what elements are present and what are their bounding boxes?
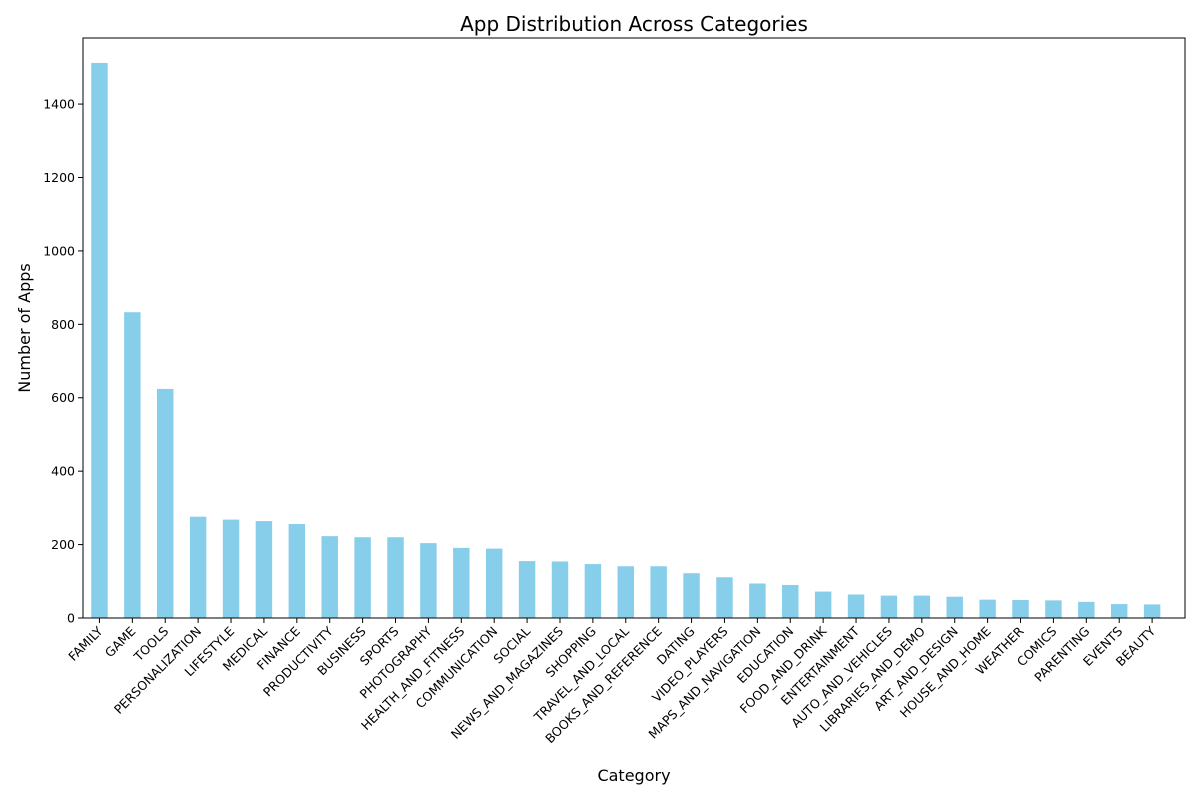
- y-axis: 0 200 400 600 800 1000 1200 1400: [43, 97, 83, 626]
- bar-family: [91, 62, 108, 618]
- bars-group: [91, 62, 1161, 618]
- bar-maps-and-navigation: [749, 583, 766, 618]
- bar-communication: [485, 548, 503, 618]
- y-tick-label: 1000: [43, 243, 75, 258]
- bar-game: [124, 312, 141, 618]
- bar-auto-and-vehicles: [880, 595, 898, 618]
- y-tick-label: 1400: [43, 97, 75, 112]
- bar-health-and-fitness: [453, 547, 470, 618]
- y-axis-label: Number of Apps: [15, 263, 34, 392]
- bar-travel-and-local: [617, 566, 634, 618]
- chart-title: App Distribution Across Categories: [460, 12, 808, 36]
- x-axis-label: Category: [597, 766, 670, 785]
- bar-comics: [1045, 600, 1062, 618]
- y-tick-label: 400: [51, 464, 75, 479]
- bar-parenting: [1078, 601, 1095, 618]
- bar-tools: [157, 388, 174, 618]
- bar-food-and-drink: [814, 591, 832, 618]
- bar-art-and-design: [946, 596, 963, 618]
- bar-sports: [387, 537, 404, 618]
- y-tick-label: 1200: [43, 170, 75, 185]
- bar-events: [1110, 604, 1128, 618]
- bar-weather: [1012, 600, 1029, 618]
- bar-education: [782, 584, 799, 618]
- bar-lifestyle: [222, 519, 240, 618]
- bar-dating: [683, 573, 700, 618]
- bar-video-players: [716, 577, 733, 618]
- x-tick-label: FAMILY: [65, 623, 106, 664]
- bar-house-and-home: [979, 599, 996, 618]
- y-tick-label: 200: [51, 537, 75, 552]
- bar-productivity: [321, 536, 338, 618]
- y-tick-label: 800: [51, 317, 75, 332]
- y-tick-label: 0: [67, 611, 75, 626]
- y-tick-label: 600: [51, 390, 75, 405]
- bar-beauty: [1143, 604, 1161, 618]
- bar-books-and-reference: [650, 566, 667, 618]
- bar-personalization: [189, 516, 207, 618]
- x-axis: FAMILYGAMETOOLSPERSONALIZATIONLIFESTYLEM…: [65, 618, 1158, 746]
- bar-entertainment: [847, 594, 865, 618]
- plot-frame: [82, 37, 1186, 619]
- bar-business: [354, 537, 371, 618]
- bar-libraries-and-demo: [913, 595, 931, 618]
- bar-shopping: [584, 564, 602, 618]
- bar-medical: [255, 521, 273, 618]
- bar-finance: [288, 524, 306, 618]
- bar-social: [518, 561, 536, 618]
- bar-photography: [420, 543, 437, 618]
- bar-news-and-magazines: [551, 561, 569, 618]
